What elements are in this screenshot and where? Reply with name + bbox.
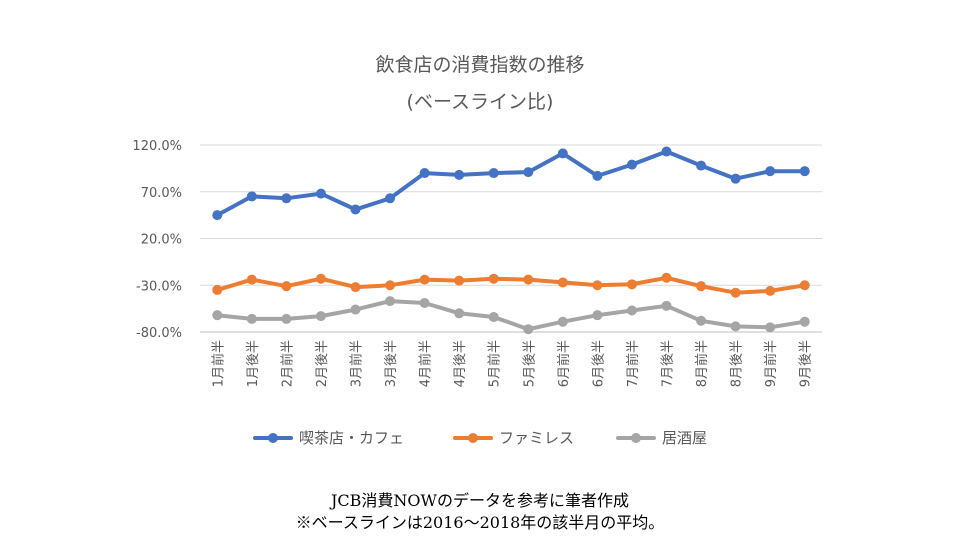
legend-marker: [631, 433, 641, 443]
data-point: [212, 310, 223, 321]
data-point: [696, 281, 707, 292]
data-point: [696, 315, 707, 326]
legend-marker: [468, 433, 478, 443]
data-point: [592, 310, 603, 321]
data-point: [661, 146, 672, 157]
data-point: [661, 300, 672, 311]
x-tick-label: 5月前半: [487, 340, 503, 387]
data-point: [315, 273, 326, 284]
x-tick-label: 9月前半: [763, 340, 779, 387]
x-tick-label: 2月前半: [279, 340, 295, 387]
y-tick-label: 70.0%: [141, 186, 182, 201]
x-tick-label: 2月後半: [315, 340, 330, 387]
data-point: [488, 168, 499, 179]
y-tick-label: -80.0%: [136, 326, 182, 341]
data-point: [488, 273, 499, 284]
data-point: [350, 204, 361, 215]
data-point: [212, 210, 223, 221]
baseline-note: ※ベースラインは2016～2018年の該半月の平均。: [295, 513, 665, 532]
data-point: [246, 191, 257, 202]
series-line-2: [215, 275, 807, 295]
x-tick-label: 1月前半: [210, 340, 226, 387]
data-point: [592, 170, 603, 181]
data-point: [557, 277, 568, 288]
gridlines: [200, 144, 822, 333]
data-point: [385, 296, 396, 307]
data-point: [350, 304, 361, 315]
data-point: [419, 274, 430, 285]
data-point: [557, 316, 568, 327]
data-point: [765, 166, 776, 177]
y-axis-ticks: 120.0% 70.0% 20.0% -30.0% -80.0%: [132, 139, 182, 341]
data-point: [661, 272, 672, 283]
x-tick-label: 8月後半: [730, 340, 745, 387]
data-point: [523, 167, 534, 178]
data-point: [315, 311, 326, 322]
data-point: [281, 281, 292, 292]
data-point: [765, 322, 776, 333]
data-point: [281, 193, 292, 204]
x-tick-label: 7月前半: [625, 340, 641, 387]
legend-label: 居酒屋: [662, 429, 707, 447]
legend: 喫茶店・カフェ ファミレス 居酒屋: [253, 429, 707, 447]
legend-label: ファミレス: [499, 429, 574, 447]
data-point: [557, 148, 568, 159]
data-point: [212, 284, 223, 295]
data-point: [419, 168, 430, 179]
chart-subtitle: (ベースライン比): [407, 91, 554, 113]
data-point: [730, 173, 741, 184]
data-point: [454, 308, 465, 319]
data-point: [799, 280, 810, 291]
data-point: [246, 274, 257, 285]
data-point: [315, 188, 326, 199]
data-point: [385, 193, 396, 204]
x-tick-label: 4月後半: [453, 340, 468, 387]
x-tick-label: 5月後半: [522, 340, 537, 387]
data-point: [523, 274, 534, 285]
y-tick-label: 20.0%: [141, 233, 182, 248]
data-point: [246, 313, 257, 324]
data-point: [350, 282, 361, 293]
x-tick-label: 3月前半: [349, 340, 365, 387]
x-tick-label: 7月後半: [661, 340, 676, 387]
x-tick-label: 8月前半: [694, 340, 710, 387]
data-point: [730, 321, 741, 332]
source-note: JCB消費NOWのデータを参考に筆者作成: [331, 491, 629, 510]
series-line-3: [215, 299, 807, 332]
y-tick-label: -30.0%: [136, 279, 182, 294]
data-point: [626, 159, 637, 170]
data-point: [281, 313, 292, 324]
data-point: [488, 312, 499, 323]
data-point: [730, 287, 741, 298]
y-tick-label: 120.0%: [132, 139, 182, 154]
x-tick-label: 1月後半: [246, 340, 261, 387]
data-point: [454, 169, 465, 180]
data-point: [592, 280, 603, 291]
data-point: [419, 298, 430, 309]
line-chart: 飲食店の消費指数の推移 (ベースライン比) 120.0% 70.0% 20.0% -3…: [132, 54, 822, 447]
legend-marker: [268, 433, 278, 443]
x-tick-label: 6月後半: [591, 340, 606, 387]
x-tick-label: 9月後半: [799, 340, 814, 387]
data-point: [765, 285, 776, 296]
data-point: [626, 279, 637, 290]
data-point: [799, 316, 810, 327]
data-point: [696, 160, 707, 171]
data-point: [523, 324, 534, 335]
x-axis-ticks: 1月前半 1月後半 2月前半 2月後半 3月前半 3月後半 4月前半 4月後半 5月前半 5月後半…: [210, 340, 813, 387]
x-tick-label: 3月後半: [384, 340, 399, 387]
data-point: [799, 166, 810, 177]
data-point: [626, 305, 637, 316]
legend-label: 喫茶店・カフェ: [299, 429, 404, 447]
x-tick-label: 6月前半: [556, 340, 572, 387]
chart-title: 飲食店の消費指数の推移: [375, 54, 584, 76]
series-lines: [212, 146, 810, 335]
data-point: [385, 280, 396, 291]
data-point: [454, 275, 465, 286]
series-line-1: [215, 149, 807, 218]
x-tick-label: 4月前半: [418, 340, 434, 387]
